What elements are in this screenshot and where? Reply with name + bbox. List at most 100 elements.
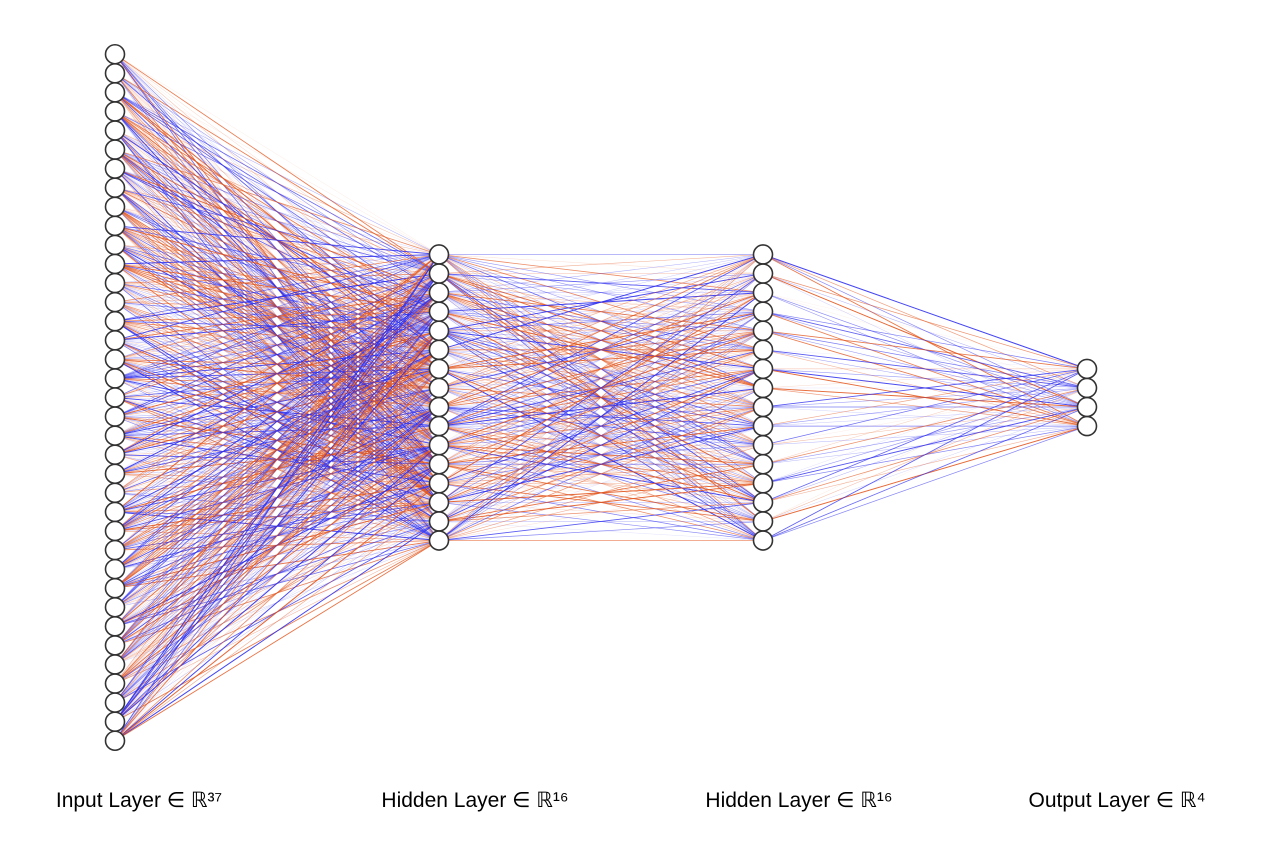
connection-edge xyxy=(114,254,440,570)
neuron-node xyxy=(752,492,774,513)
connection-edge xyxy=(114,187,440,274)
connection-edge xyxy=(438,311,764,503)
connection-edge xyxy=(762,368,1088,541)
connection-edge xyxy=(438,483,764,541)
connection-edge xyxy=(114,149,440,255)
connection-edge xyxy=(438,311,764,541)
connection-edge xyxy=(114,254,440,551)
connection-edge xyxy=(762,368,1088,522)
neuron-node xyxy=(428,492,450,513)
connection-edge xyxy=(114,349,440,741)
neuron-node xyxy=(104,425,126,446)
neuron-node xyxy=(104,520,126,542)
connection-edge xyxy=(114,330,440,742)
connection-edge xyxy=(438,273,764,503)
connection-edge xyxy=(114,73,440,255)
connection-edge xyxy=(114,254,440,742)
connection-edge xyxy=(114,273,440,589)
connection-edge xyxy=(114,311,440,703)
connection-edge xyxy=(762,292,1088,370)
connection-edge xyxy=(114,368,440,742)
connection-edge xyxy=(114,254,440,494)
neuron-node xyxy=(104,196,126,218)
neuron-node xyxy=(104,596,126,618)
connection-edge xyxy=(114,292,440,722)
connection-edge xyxy=(762,406,1088,522)
connection-edge xyxy=(438,254,764,293)
connection-edge xyxy=(114,254,440,627)
connection-edge xyxy=(114,254,440,513)
connection-edge xyxy=(114,168,440,255)
connection-edge xyxy=(114,311,440,741)
connection-edge xyxy=(114,254,440,436)
connection-edge xyxy=(114,254,440,455)
connection-edge xyxy=(114,311,440,646)
neuron-node xyxy=(104,711,126,732)
connection-edge xyxy=(114,254,440,417)
connection-edge xyxy=(114,273,440,665)
connection-edge xyxy=(762,273,1088,389)
neuron-node xyxy=(104,291,126,313)
connection-edge xyxy=(438,425,764,541)
connection-edge xyxy=(114,254,440,646)
neuron-node xyxy=(752,320,774,342)
connection-edge xyxy=(438,349,764,541)
neuron-node xyxy=(752,358,774,380)
neuron-node xyxy=(428,377,450,399)
neuron-node xyxy=(1076,358,1098,380)
neuron-node xyxy=(104,730,126,752)
neuron-node xyxy=(428,530,450,551)
connection-edge xyxy=(114,254,440,360)
connection-edge xyxy=(438,254,764,427)
connection-edge xyxy=(114,254,440,303)
connection-edge xyxy=(438,387,764,541)
connection-edge xyxy=(114,254,440,341)
connection-edge xyxy=(438,273,764,541)
connection-edge xyxy=(114,406,440,741)
connection-edge xyxy=(762,368,1088,427)
connection-edge xyxy=(762,254,1088,370)
neuron-node xyxy=(1076,377,1098,399)
connection-edge xyxy=(114,273,440,456)
layer-labels: Input Layer ∈ ℝ³⁷ Hidden Layer ∈ ℝ¹⁶ Hid… xyxy=(56,789,1206,812)
neuron-node xyxy=(104,63,126,84)
neuron-node xyxy=(104,310,126,332)
connection-edge xyxy=(762,311,1088,370)
neuron-node xyxy=(752,339,774,361)
neuron-node xyxy=(104,406,126,427)
neuron-node xyxy=(104,635,126,656)
neuron-node xyxy=(104,120,126,141)
neuron-node xyxy=(104,101,126,122)
connection-edge xyxy=(114,273,440,532)
connection-edge xyxy=(438,368,764,541)
neuron-node xyxy=(752,530,774,551)
neuron-node xyxy=(104,82,126,103)
connection-edge xyxy=(438,254,764,274)
neuron-node xyxy=(104,577,126,599)
connection-edge xyxy=(114,254,440,532)
connection-edge xyxy=(438,254,764,370)
connection-edge xyxy=(114,54,440,255)
neuron-nodes xyxy=(104,43,1098,752)
connection-edge xyxy=(114,254,440,665)
neuron-node xyxy=(428,473,450,494)
neuron-node xyxy=(104,673,126,694)
connection-edge xyxy=(114,92,440,274)
connection-edge xyxy=(438,254,764,541)
neuron-node xyxy=(1076,415,1098,437)
neuron-node xyxy=(752,244,774,265)
connection-edge xyxy=(438,273,764,484)
layer-label-input: Input Layer ∈ ℝ³⁷ xyxy=(56,789,222,812)
connection-edge xyxy=(114,253,440,265)
neuron-node xyxy=(428,263,450,284)
neuron-node xyxy=(428,434,450,456)
connection-edge xyxy=(114,387,440,703)
connection-edge xyxy=(762,368,1088,408)
connection-edge xyxy=(114,254,440,398)
connection-edge xyxy=(438,292,764,427)
neuron-node xyxy=(104,539,126,561)
connection-edge xyxy=(438,330,764,541)
connection-edge xyxy=(114,444,440,723)
connection-edge xyxy=(762,330,1088,427)
connection-edge xyxy=(438,292,764,541)
